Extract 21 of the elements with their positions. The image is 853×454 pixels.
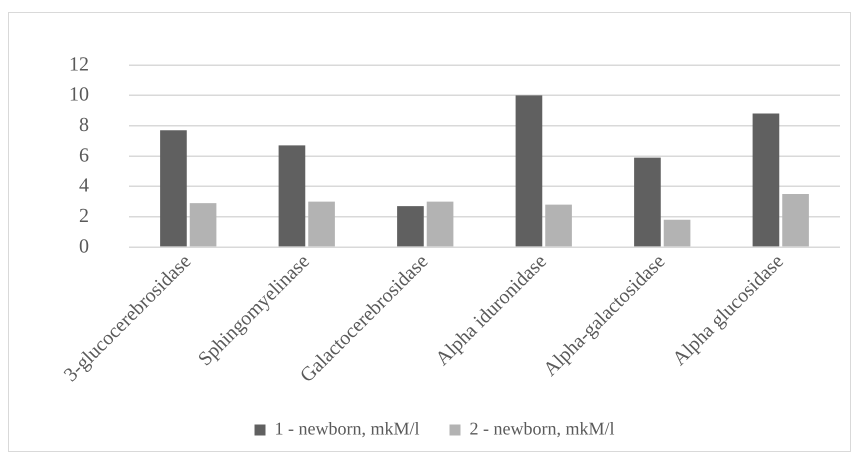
bar: [426, 202, 454, 246]
bar: [782, 194, 809, 246]
y-tick-label: 0: [79, 235, 89, 258]
bar: [308, 202, 335, 246]
bar: [752, 114, 780, 246]
bar: [545, 204, 572, 246]
y-tick-label: 2: [79, 205, 89, 228]
bar: [634, 158, 661, 246]
legend-label: 2 - newborn, mkM/l: [470, 418, 614, 439]
bar: [397, 206, 424, 246]
bar: [190, 203, 216, 246]
y-tick-label: 6: [79, 144, 89, 166]
y-tick-label: 8: [79, 114, 89, 136]
bar: [516, 95, 542, 246]
legend-label: 1 - newborn, mkM/l: [274, 418, 420, 439]
y-tick-label: 10: [69, 84, 89, 106]
bar: [664, 220, 690, 246]
y-tick-label: 4: [79, 174, 89, 197]
bar: [160, 130, 187, 246]
y-tick-label: 12: [69, 53, 89, 76]
bar: [278, 145, 306, 246]
